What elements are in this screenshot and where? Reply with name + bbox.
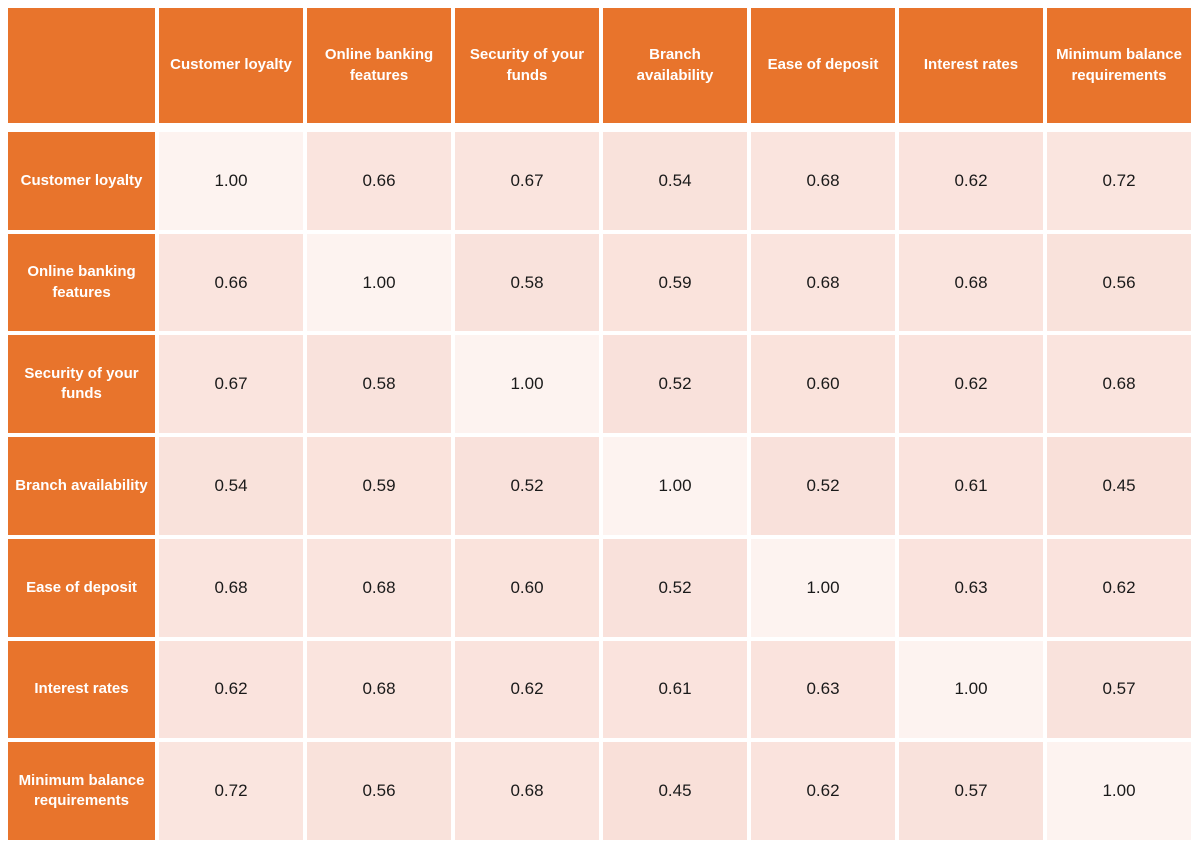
matrix-cell: 0.63 [899,538,1043,637]
matrix-cell: 0.68 [899,233,1043,332]
matrix-cell: 0.62 [455,640,599,739]
matrix-cell: 0.52 [603,335,747,434]
column-header: Security of your funds [455,8,599,123]
matrix-cell: 0.68 [307,640,451,739]
matrix-cell: 0.62 [899,132,1043,230]
matrix-cell: 0.67 [159,335,303,434]
matrix-cell: 0.59 [307,437,451,535]
matrix-cell: 0.52 [603,538,747,637]
matrix-cell: 0.68 [751,132,895,230]
matrix-cell: 0.59 [603,233,747,332]
row-header: Customer loyalty [8,132,155,230]
matrix-cell: 0.66 [159,233,303,332]
row-header: Security of your funds [8,335,155,434]
matrix-cell: 0.56 [1047,233,1191,332]
matrix-cell: 0.61 [603,640,747,739]
column-header: Interest rates [899,8,1043,123]
column-header: Customer loyalty [159,8,303,123]
matrix-cell: 0.72 [159,742,303,840]
corner-cell [8,8,155,123]
matrix-cell: 0.62 [1047,538,1191,637]
matrix-cell: 1.00 [159,132,303,230]
matrix-cell: 0.72 [1047,132,1191,230]
matrix-cell: 0.63 [751,640,895,739]
column-header: Ease of deposit [751,8,895,123]
matrix-cell: 0.54 [603,132,747,230]
matrix-cell: 0.61 [899,437,1043,535]
matrix-cell: 0.60 [751,335,895,434]
matrix-cell: 0.57 [1047,640,1191,739]
matrix-cell: 0.60 [455,538,599,637]
matrix-cell: 0.58 [307,335,451,434]
row-header: Online banking features [8,233,155,332]
matrix-cell: 0.67 [455,132,599,230]
matrix-cell: 0.66 [307,132,451,230]
matrix-cell: 1.00 [603,437,747,535]
matrix-cell: 0.62 [899,335,1043,434]
matrix-cell: 0.52 [455,437,599,535]
matrix-cell: 1.00 [307,233,451,332]
matrix-cell: 0.45 [1047,437,1191,535]
row-header: Interest rates [8,640,155,739]
matrix-cell: 0.68 [159,538,303,637]
row-header: Ease of deposit [8,538,155,637]
matrix-cell: 1.00 [899,640,1043,739]
matrix-cell: 1.00 [1047,742,1191,840]
matrix-cell: 1.00 [455,335,599,434]
table-body: Customer loyalty 1.00 0.66 0.67 0.54 0.68 0.62… [8,132,1191,840]
matrix-cell: 0.68 [1047,335,1191,434]
matrix-cell: 0.68 [455,742,599,840]
column-header: Minimum balance requirements [1047,8,1191,123]
column-header: Branch availability [603,8,747,123]
column-header: Online banking features [307,8,451,123]
matrix-cell: 0.54 [159,437,303,535]
matrix-cell: 0.68 [307,538,451,637]
matrix-cell: 0.56 [307,742,451,840]
matrix-cell: 0.45 [603,742,747,840]
matrix-cell: 0.57 [899,742,1043,840]
header-row: Customer loyalty Online banking features S… [8,8,1191,123]
matrix-cell: 1.00 [751,538,895,637]
matrix-cell: 0.68 [751,233,895,332]
correlation-table: Customer loyalty Online banking features S… [8,8,1191,840]
matrix-cell: 0.58 [455,233,599,332]
row-header: Minimum balance requirements [8,742,155,840]
matrix-cell: 0.62 [751,742,895,840]
matrix-cell: 0.62 [159,640,303,739]
row-header: Branch availability [8,437,155,535]
matrix-cell: 0.52 [751,437,895,535]
